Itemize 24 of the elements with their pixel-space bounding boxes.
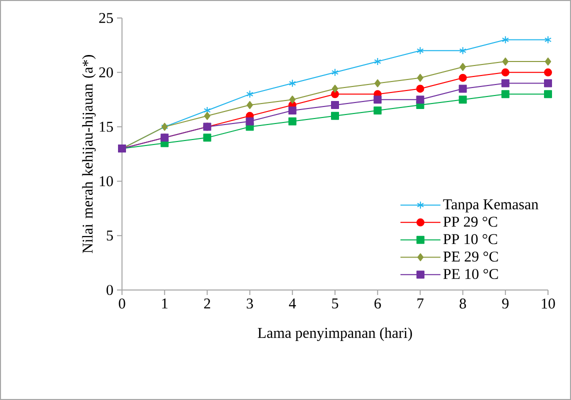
- y-tick-label: 0: [106, 284, 113, 296]
- x-tick-label: 10: [542, 298, 555, 309]
- x-axis-title: Lama penyimpanan (hari): [258, 327, 412, 342]
- y-axis-title: Nilai merah kehijau-hijauan (a*): [82, 55, 96, 254]
- y-tick-label: 20: [99, 67, 113, 78]
- legend-label: Tanpa Kemasan: [443, 199, 538, 212]
- x-tick-label: 7: [417, 298, 424, 308]
- y-tick-label: 15: [100, 122, 113, 132]
- legend-label: PE 29 °C: [443, 252, 498, 262]
- legend-label: PE 10 °C: [443, 268, 498, 280]
- legend-label: PP 10 °C: [443, 234, 498, 244]
- x-tick-label: 8: [460, 298, 466, 309]
- x-tick-label: 4: [288, 298, 296, 308]
- y-tick-label: 10: [100, 176, 113, 186]
- x-tick-label: 3: [246, 298, 253, 309]
- x-tick-label: 1: [162, 298, 168, 308]
- x-tick-label: 0: [118, 298, 126, 309]
- y-tick-label: 25: [99, 12, 113, 24]
- x-tick-label: 2: [204, 298, 210, 308]
- x-tick-label: 5: [332, 298, 338, 308]
- x-tick-label: 9: [502, 298, 509, 309]
- y-tick-label: 5: [106, 230, 113, 241]
- x-tick-label: 6: [374, 298, 381, 309]
- legend-label: PP 29 °C: [443, 216, 498, 227]
